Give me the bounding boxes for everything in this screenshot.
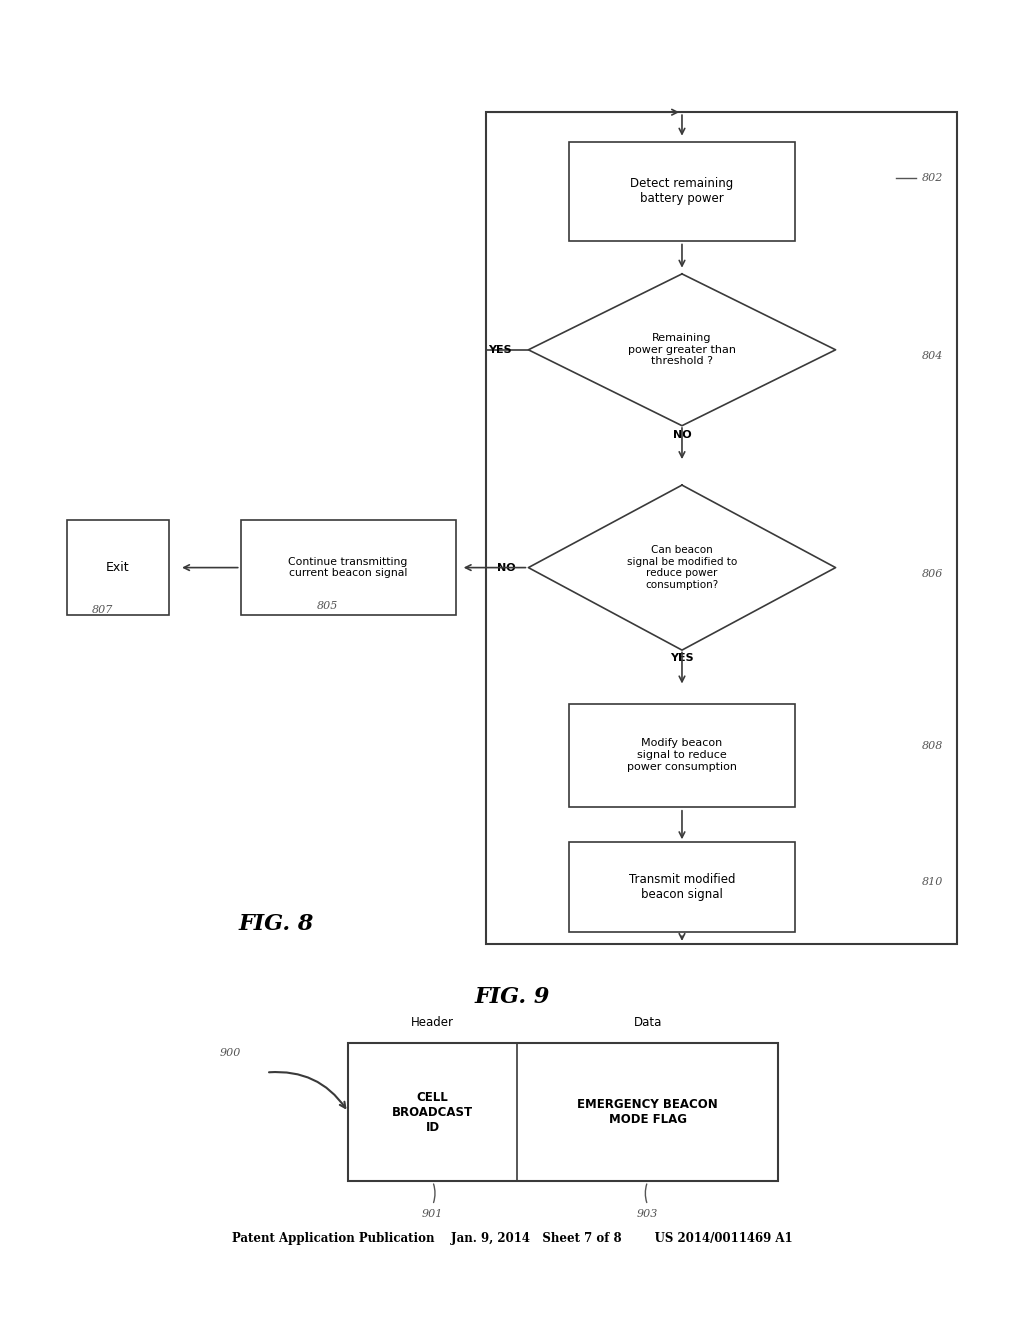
Text: Header: Header [412, 1016, 454, 1030]
Text: 806: 806 [922, 569, 943, 579]
Text: 900: 900 [219, 1048, 241, 1057]
Text: 808: 808 [922, 741, 943, 751]
Text: FIG. 9: FIG. 9 [474, 986, 550, 1007]
Text: Continue transmitting
current beacon signal: Continue transmitting current beacon sig… [289, 557, 408, 578]
Text: Remaining
power greater than
threshold ?: Remaining power greater than threshold ? [628, 333, 736, 367]
Text: 903: 903 [637, 1209, 658, 1220]
Text: Data: Data [634, 1016, 662, 1030]
Text: 901: 901 [422, 1209, 443, 1220]
Text: 805: 805 [317, 601, 338, 611]
FancyBboxPatch shape [569, 704, 795, 807]
FancyBboxPatch shape [241, 520, 456, 615]
Text: 807: 807 [92, 605, 113, 615]
Text: NO: NO [673, 430, 691, 441]
Text: Can beacon
signal be modified to
reduce power
consumption?: Can beacon signal be modified to reduce … [627, 545, 737, 590]
Text: 802: 802 [922, 173, 943, 183]
Text: Detect remaining
battery power: Detect remaining battery power [631, 177, 733, 206]
Text: YES: YES [670, 653, 694, 664]
Text: Patent Application Publication    Jan. 9, 2014   Sheet 7 of 8        US 2014/001: Patent Application Publication Jan. 9, 2… [231, 1232, 793, 1245]
Text: 804: 804 [922, 351, 943, 362]
Text: Exit: Exit [105, 561, 130, 574]
Text: NO: NO [498, 562, 516, 573]
FancyBboxPatch shape [569, 842, 795, 932]
Text: CELL
BROADCAST
ID: CELL BROADCAST ID [392, 1090, 473, 1134]
Text: Transmit modified
beacon signal: Transmit modified beacon signal [629, 873, 735, 902]
Text: Modify beacon
signal to reduce
power consumption: Modify beacon signal to reduce power con… [627, 738, 737, 772]
FancyBboxPatch shape [67, 520, 169, 615]
Text: FIG. 8: FIG. 8 [239, 913, 314, 935]
FancyBboxPatch shape [348, 1043, 778, 1181]
Text: 810: 810 [922, 876, 943, 887]
FancyBboxPatch shape [569, 143, 795, 242]
Text: EMERGENCY BEACON
MODE FLAG: EMERGENCY BEACON MODE FLAG [578, 1098, 718, 1126]
Text: YES: YES [488, 345, 512, 355]
